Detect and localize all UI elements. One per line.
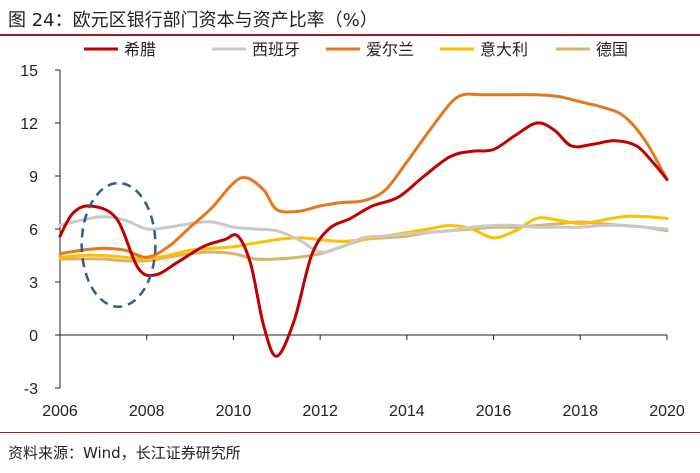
y-tick-label: 12 (20, 116, 38, 133)
line-chart: -3 0 3 6 9 12 15 2006 2008 2010 2012 2014 2016 2018 20… (20, 40, 685, 420)
y-tick-label: 3 (29, 275, 38, 292)
x-tick-label: 2020 (649, 403, 685, 420)
chart-legend: 希腊 西班牙 爱尔兰 意大利 德国 (84, 40, 628, 59)
x-tick-label: 2016 (476, 403, 512, 420)
chart-axes: -3 0 3 6 9 12 15 2006 2008 2010 2012 2014 2016 2018 20… (20, 63, 685, 420)
source-divider (0, 432, 700, 433)
x-tick-label: 2018 (562, 403, 598, 420)
source-note: 资料来源：Wind，长江证券研究所 (8, 444, 241, 462)
legend-label: 西班牙 (252, 40, 300, 59)
y-tick-label: 6 (29, 222, 38, 239)
legend-label: 希腊 (124, 40, 156, 59)
figure-title: 图 24：欧元区银行部门资本与资产比率（%） (8, 10, 378, 31)
y-tick-label: 9 (29, 169, 38, 186)
chart-annotations (80, 181, 157, 308)
legend-label: 德国 (596, 40, 628, 59)
y-tick-label: 0 (29, 328, 38, 345)
highlight-ellipse (80, 181, 157, 308)
x-tick-label: 2012 (302, 403, 338, 420)
series-line (58, 92, 669, 259)
series-line (58, 215, 669, 254)
x-tick-label: 2006 (42, 403, 78, 420)
legend-label: 爱尔兰 (366, 40, 414, 59)
title-divider (0, 34, 700, 36)
series-line (58, 214, 669, 261)
x-tick-label: 2010 (216, 403, 252, 420)
y-tick-label: -3 (24, 381, 38, 398)
legend-label: 意大利 (480, 40, 528, 59)
x-tick-label: 2008 (129, 403, 165, 420)
x-tick-label: 2014 (389, 403, 425, 420)
chart-series (58, 92, 669, 358)
series-line (58, 121, 669, 358)
y-tick-label: 15 (20, 63, 38, 80)
